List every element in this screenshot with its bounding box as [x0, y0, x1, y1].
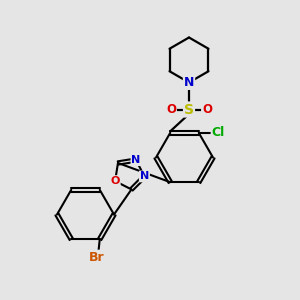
Text: O: O — [110, 176, 120, 186]
Text: N: N — [131, 155, 141, 165]
Text: Cl: Cl — [212, 126, 225, 139]
Text: N: N — [184, 76, 194, 89]
Text: O: O — [166, 103, 176, 116]
Text: Br: Br — [89, 251, 105, 264]
Text: N: N — [140, 171, 149, 182]
Text: O: O — [202, 103, 212, 116]
Text: S: S — [184, 103, 194, 116]
